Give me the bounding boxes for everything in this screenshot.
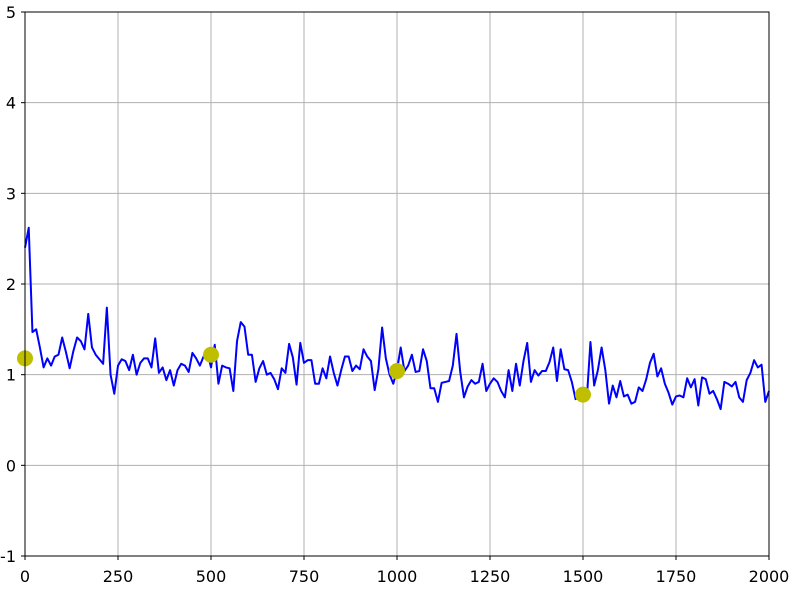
ticks — [21, 11, 770, 560]
x-tick-label: 1500 — [563, 567, 604, 586]
marker-point — [203, 346, 219, 363]
y-tick-label: 4 — [6, 94, 16, 113]
plot-frame — [24, 11, 770, 557]
y-tick-label: -1 — [0, 547, 16, 566]
x-tick-label: 1000 — [377, 567, 418, 586]
marker-point — [389, 363, 405, 380]
x-tick-label: 1250 — [470, 567, 511, 586]
x-tick-label: 1750 — [656, 567, 697, 586]
y-tick-label: 5 — [6, 3, 16, 22]
y-tick-label: 0 — [6, 456, 16, 475]
y-tick-label: 3 — [6, 184, 16, 203]
x-tick-label: 0 — [20, 567, 30, 586]
markers — [17, 346, 591, 403]
y-tick-label: 2 — [6, 275, 16, 294]
x-tick-label: 500 — [196, 567, 227, 586]
x-tick-label: 750 — [289, 567, 320, 586]
y-tick-label: 1 — [6, 366, 16, 385]
x-tick-label: 2000 — [749, 567, 790, 586]
grid — [24, 11, 770, 557]
x-tick-label: 250 — [103, 567, 134, 586]
marker-point — [575, 386, 591, 403]
